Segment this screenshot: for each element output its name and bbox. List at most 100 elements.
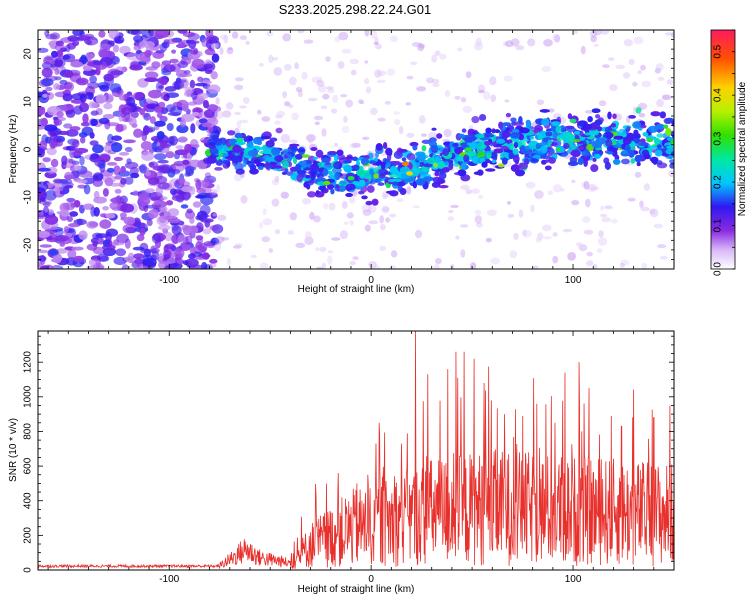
heatmap-cell xyxy=(124,146,133,153)
heatmap-cell xyxy=(506,201,512,205)
heatmap-cell xyxy=(76,77,89,86)
heatmap-cell xyxy=(306,134,316,142)
heatmap-cell xyxy=(295,164,302,172)
heatmap-cell xyxy=(536,232,544,240)
heatmap-cell xyxy=(505,112,511,118)
heatmap-cell xyxy=(219,47,224,55)
heatmap-cell xyxy=(453,161,459,168)
heatmap-cell xyxy=(633,36,644,45)
heatmap-cell xyxy=(393,119,401,126)
heatmap-cell xyxy=(571,149,581,157)
heatmap-cell xyxy=(169,58,179,64)
heatmap-cell xyxy=(390,35,398,43)
colorbar-tick-label: 0.1 xyxy=(713,218,724,232)
heatmap-cell xyxy=(388,178,397,183)
colorbar-tick-label: 0.5 xyxy=(713,44,724,58)
heatmap-cell xyxy=(455,235,460,240)
heatmap-cell xyxy=(577,145,585,150)
heatmap-cell xyxy=(65,44,71,53)
heatmap-cell xyxy=(76,179,88,184)
heatmap-cell xyxy=(358,179,366,187)
heatmap-cell xyxy=(575,242,583,247)
heatmap-cell xyxy=(43,201,51,207)
heatmap-cell xyxy=(274,175,280,183)
heatmap-cell xyxy=(82,113,89,124)
heatmap-cell xyxy=(632,121,642,129)
chart-title: S233.2025.298.22.24.G01 xyxy=(278,2,432,17)
heatmap-cell xyxy=(362,209,372,216)
snr-ytick-label: 200 xyxy=(23,527,34,544)
heatmap-cell xyxy=(589,186,600,191)
heatmap-cell xyxy=(68,158,74,164)
heatmap-cell xyxy=(552,132,558,139)
heatmap-hotspot xyxy=(236,137,244,143)
heatmap-cell xyxy=(193,144,200,148)
heatmap-cell xyxy=(130,172,140,179)
heatmap-cell xyxy=(210,71,218,80)
heatmap-cell xyxy=(227,46,233,51)
heatmap-cell xyxy=(323,203,329,210)
heatmap-cell xyxy=(593,30,602,36)
heatmap-cell xyxy=(235,168,245,175)
heatmap-cell xyxy=(510,164,520,172)
heatmap-cell xyxy=(321,262,327,269)
heatmap-cell xyxy=(583,229,594,235)
heatmap-cell xyxy=(154,175,168,185)
heatmap-cell xyxy=(635,107,642,114)
heatmap-cell xyxy=(649,209,656,215)
heatmap-cell xyxy=(189,79,196,89)
heatmap-cell xyxy=(115,124,124,133)
heatmap-cell xyxy=(86,220,99,229)
heatmap-cell xyxy=(315,190,320,195)
heatmap-cell xyxy=(259,63,264,67)
heatmap-cell xyxy=(510,38,520,47)
heatmap-cell xyxy=(284,101,291,107)
heatmap-cell xyxy=(216,184,221,193)
heatmap-cell xyxy=(120,203,135,213)
heatmap-cell xyxy=(467,129,473,137)
heatmap-cell xyxy=(83,33,95,39)
heatmap-cell xyxy=(383,142,388,149)
heatmap-cell xyxy=(460,249,466,258)
heatmap-cell xyxy=(201,122,213,128)
heatmap-cell xyxy=(531,158,538,162)
heatmap-cell xyxy=(362,172,372,179)
heatmap-cell xyxy=(627,197,636,202)
heatmap-cell xyxy=(468,125,474,130)
heatmap-cell xyxy=(60,209,70,217)
heatmap-cell xyxy=(608,57,615,62)
heatmap-cell xyxy=(223,34,229,44)
heatmap-cell xyxy=(314,247,320,252)
heatmap-cell xyxy=(144,77,159,83)
heatmap-cell xyxy=(211,53,220,63)
heatmap-cell xyxy=(431,78,440,84)
heatmap-cell xyxy=(349,220,354,226)
heatmap-cell xyxy=(118,111,124,122)
heatmap-cell xyxy=(167,208,180,217)
heatmap-cell xyxy=(209,263,217,268)
colorbar-tick-label: 0.0 xyxy=(713,262,724,276)
heatmap-cell xyxy=(398,149,408,153)
heatmap-cell xyxy=(61,155,68,166)
heatmap-cell xyxy=(127,252,135,261)
heatmap-cell xyxy=(235,141,246,146)
heatmap-cell xyxy=(165,151,175,159)
heatmap-cell xyxy=(450,147,455,154)
heatmap-cell xyxy=(133,35,144,43)
heatmap-cell xyxy=(364,224,371,232)
heatmap-cell xyxy=(436,133,443,139)
heatmap-cell xyxy=(157,182,170,190)
heatmap-cell xyxy=(261,116,271,122)
heatmap-cell xyxy=(481,161,488,168)
heatmap-cell xyxy=(353,164,360,171)
heatmap-cell xyxy=(178,41,186,48)
heatmap-cell xyxy=(39,244,52,248)
heatmap-cell xyxy=(501,157,508,165)
heatmap-cell xyxy=(307,191,316,198)
heatmap-cell xyxy=(50,158,59,168)
heatmap-cell xyxy=(474,209,482,215)
heatmap-cell xyxy=(522,229,527,237)
heatmap-cell xyxy=(485,168,496,172)
heatmap-cell xyxy=(132,91,144,101)
heatmap-cell xyxy=(56,111,64,118)
